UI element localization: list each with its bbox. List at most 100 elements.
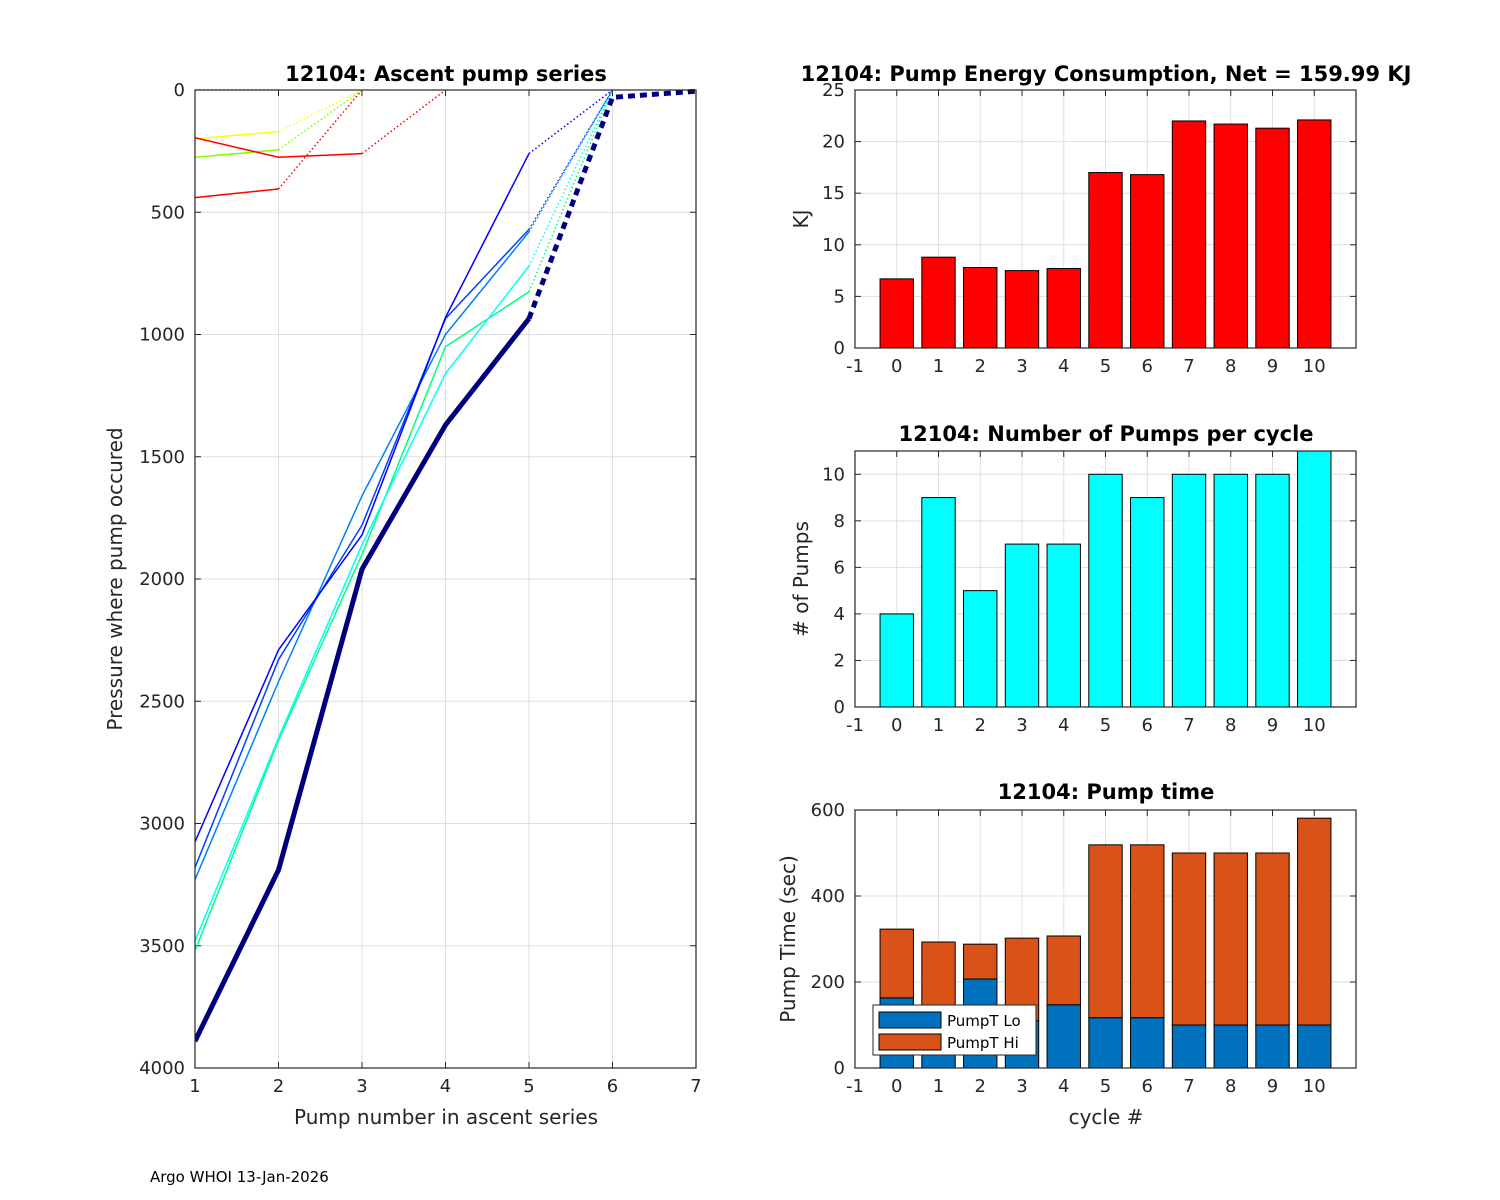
pumps-ytick-label: 6 [834, 557, 845, 578]
pumps-xtick-label: 0 [891, 715, 902, 736]
pump-time-title: 12104: Pump time [998, 780, 1215, 804]
ascent-title: 12104: Ascent pump series [285, 62, 607, 86]
ascent-dotted-cycle-3 [278, 89, 363, 151]
pumps-xtick-label: -1 [846, 715, 864, 736]
pumps-title: 12104: Number of Pumps per cycle [898, 422, 1313, 446]
ascent-dotted-cycle-5 [528, 89, 614, 292]
ascent-xtick-label: 1 [189, 1076, 200, 1097]
energy-xtick-label: 8 [1225, 356, 1236, 377]
pump-time-bar-lo [1297, 1024, 1332, 1069]
pump-time-ytick-label: 600 [811, 800, 845, 821]
energy-xtick-label: 9 [1267, 356, 1278, 377]
energy-ylabel: KJ [789, 209, 813, 228]
pumps-xtick-label: 10 [1303, 715, 1326, 736]
energy-bar [1255, 127, 1290, 348]
pumps-ytick-label: 2 [834, 650, 845, 671]
pump-time-bar-lo [1088, 1017, 1123, 1069]
pump-time-bar-lo [1213, 1024, 1248, 1069]
ascent-line-cycle-1 [195, 188, 279, 199]
ascent-xtick-label: 2 [273, 1076, 284, 1097]
ascent-series-group [195, 88, 696, 1043]
energy-xtick-label: -1 [846, 356, 864, 377]
energy-bar [1171, 120, 1207, 348]
pump-time-bar-lo [1255, 1024, 1290, 1069]
pump-time-xtick-label: 5 [1100, 1076, 1111, 1097]
pumps-xtick-label: 7 [1183, 715, 1194, 736]
ascent-ytick-label: 1500 [139, 447, 185, 468]
pump-time-axes-box [854, 809, 1357, 1069]
ascent-line-cycle-4 [195, 136, 363, 158]
energy-bar [963, 267, 998, 348]
pumps-xtick-label: 4 [1058, 715, 1069, 736]
pump-time-bar-hi [1297, 817, 1332, 1026]
energy-ytick-label: 20 [822, 132, 845, 153]
ascent-xtick-label: 7 [690, 1076, 701, 1097]
pumps-xtick-label: 8 [1225, 715, 1236, 736]
ascent-axes-box [194, 89, 697, 1069]
pumps-bar [879, 613, 914, 707]
pump-time-xtick-label: 0 [891, 1076, 902, 1097]
energy-xtick-label: 7 [1183, 356, 1194, 377]
energy-xtick-label: 1 [933, 356, 944, 377]
pump-time-bar-hi [1255, 852, 1290, 1026]
pump-time-bar-hi [1130, 844, 1165, 1019]
energy-ytick-label: 10 [822, 235, 845, 256]
energy-axes-box [854, 89, 1357, 349]
pump-time-xtick-label: 3 [1016, 1076, 1027, 1097]
pump-time-xtick-label: 7 [1183, 1076, 1194, 1097]
pump-time-bar-hi [963, 943, 998, 980]
ascent-ytick-label: 1000 [139, 325, 185, 346]
pump-time-xtick-label: 9 [1267, 1076, 1278, 1097]
pump-time-xtick-label: 4 [1058, 1076, 1069, 1097]
pumps-xtick-label: 6 [1142, 715, 1153, 736]
ascent-line-cycle-8 [195, 228, 530, 868]
energy-title: 12104: Pump Energy Consumption, Net = 15… [801, 62, 1412, 86]
footer-label: Argo WHOI 13-Jan-2026 [150, 1168, 329, 1186]
ascent-dotted-cycle-1 [277, 89, 363, 190]
pump-time-xtick-label: 10 [1303, 1076, 1326, 1097]
ascent-dotted-cycle-4 [361, 89, 446, 155]
ascent-xtick-label: 6 [607, 1076, 618, 1097]
energy-bar [921, 256, 956, 348]
pump-time-xtick-label: 1 [933, 1076, 944, 1097]
ascent-xlabel: Pump number in ascent series [294, 1105, 598, 1129]
energy-ytick-label: 0 [834, 338, 845, 359]
legend-swatch-lo [878, 1011, 942, 1029]
energy-ytick-label: 25 [822, 80, 845, 101]
pumps-ylabel: # of Pumps [789, 521, 813, 637]
energy-bar [1046, 268, 1081, 348]
energy-bar [1004, 270, 1040, 348]
pump-time-ylabel: Pump Time (sec) [776, 855, 800, 1023]
ascent-xtick-label: 4 [440, 1076, 451, 1097]
ascent-ytick-label: 2500 [139, 691, 185, 712]
pump-time-axes: 12104: Pump time cycle # Pump Time (sec)… [776, 780, 1357, 1129]
pumps-ytick-label: 4 [834, 604, 845, 625]
ascent-ytick-label: 3500 [139, 936, 185, 957]
pump-time-ytick-label: 400 [811, 886, 845, 907]
pump-time-ytick-label: 200 [811, 972, 845, 993]
legend-label-lo: PumpT Lo [947, 1012, 1021, 1030]
pumps-bar [1255, 473, 1290, 707]
pump-time-ytick-label: 0 [834, 1058, 845, 1079]
energy-xtick-label: 6 [1142, 356, 1153, 377]
pumps-ytick-label: 0 [834, 697, 845, 718]
pump-time-xtick-label: 2 [975, 1076, 986, 1097]
pump-time-bar-lo [1130, 1017, 1165, 1069]
pump-time-bar-hi [1213, 852, 1248, 1026]
energy-xtick-label: 2 [975, 356, 986, 377]
pumps-xtick-label: 5 [1100, 715, 1111, 736]
pumps-xtick-label: 9 [1267, 715, 1278, 736]
pumps-bars [879, 451, 1332, 707]
ascent-dotted-cycle-6 [528, 89, 614, 267]
pump-time-xlabel: cycle # [1069, 1105, 1144, 1129]
energy-bar [1297, 119, 1332, 348]
energy-xtick-label: 3 [1016, 356, 1027, 377]
pumps-bar [1171, 473, 1207, 707]
legend-label-hi: PumpT Hi [947, 1034, 1019, 1052]
ascent-ylabel: Pressure where pump occured [103, 427, 127, 730]
energy-xtick-label: 4 [1058, 356, 1069, 377]
ascent-line-cycle-7 [195, 231, 530, 881]
pumps-xtick-label: 1 [933, 715, 944, 736]
pump-time-bar-lo [1171, 1024, 1207, 1069]
